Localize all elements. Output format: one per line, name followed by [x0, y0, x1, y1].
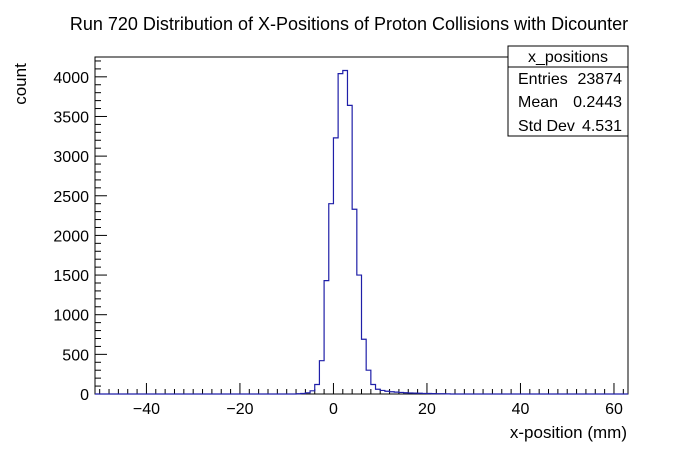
stats-box-frame: [507, 45, 629, 137]
stats-mean-value: 0.2443: [573, 94, 622, 111]
histogram-bins: [296, 70, 450, 393]
y-tick-label: 500: [62, 347, 89, 364]
stats-stddev-label: Std Dev: [518, 118, 575, 135]
x-tick-label: 20: [418, 401, 436, 418]
stats-stddev-value: 4.531: [582, 118, 622, 135]
y-tick-label: 0: [80, 387, 89, 404]
y-tick-label: 3500: [53, 109, 89, 126]
x-tick-label: −40: [133, 401, 160, 418]
x-axis-label: x-position (mm): [510, 423, 627, 442]
x-tick-label: 60: [605, 401, 623, 418]
y-tick-label: 1000: [53, 308, 89, 325]
y-tick-label: 1500: [53, 268, 89, 285]
y-axis-ticks: 0 500 1000 1500 2000 2500 3000 3500 4000: [53, 60, 107, 404]
y-tick-label: 4000: [53, 70, 89, 87]
y-tick-label: 3000: [53, 149, 89, 166]
x-tick-label: 0: [329, 401, 338, 418]
stats-box: x_positions Entries 23874 Mean 0.2443 St…: [507, 45, 629, 137]
stats-box-title: x_positions: [528, 49, 608, 66]
x-tick-label: 40: [512, 401, 530, 418]
chart-title: Run 720 Distribution of X-Positions of P…: [70, 14, 628, 34]
x-tick-label: −20: [226, 401, 253, 418]
y-tick-label: 2000: [53, 228, 89, 245]
x-axis-ticks: −40 −20 0 20 40 60: [99, 383, 624, 418]
stats-entries-value: 23874: [578, 71, 623, 88]
histogram-line: [95, 69, 628, 395]
stats-mean-label: Mean: [518, 94, 558, 111]
y-tick-label: 2500: [53, 189, 89, 206]
stats-entries-label: Entries: [518, 71, 568, 88]
y-axis-label: count: [11, 63, 30, 105]
